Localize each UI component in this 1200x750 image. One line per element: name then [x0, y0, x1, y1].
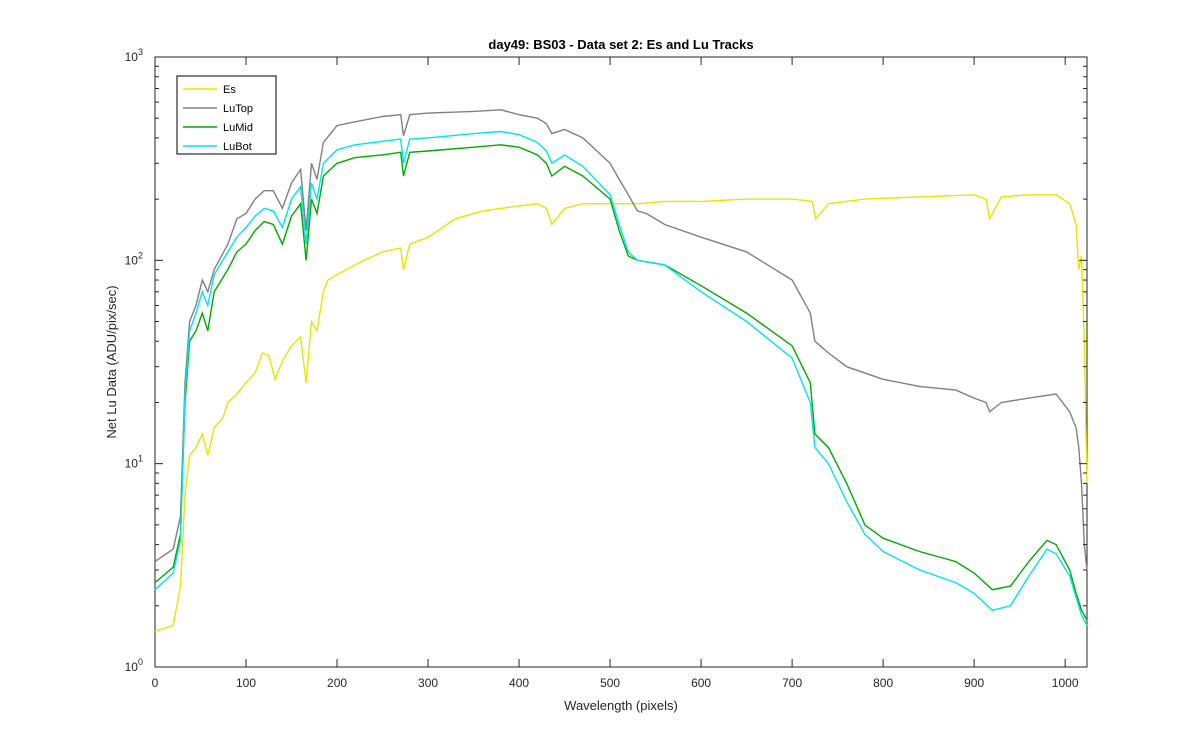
- series-line-es: [154, 194, 1088, 632]
- x-tick-label: 1000: [1052, 676, 1079, 690]
- x-tick-label: 100: [236, 676, 256, 690]
- x-tick-label: 900: [964, 676, 984, 690]
- legend-items: Es LuTop LuMid LuBot: [183, 84, 253, 153]
- x-tick-label: 200: [327, 676, 347, 690]
- series-line-lumid: [154, 144, 1088, 621]
- plot-area: [154, 56, 1088, 668]
- legend-label-lutop: LuTop: [223, 103, 253, 115]
- x-axis-label: Wavelength (pixels): [564, 698, 678, 713]
- x-tick-label: 800: [873, 676, 893, 690]
- x-tick-label: 700: [782, 676, 802, 690]
- y-tick-base: 10: [125, 660, 139, 674]
- series-layer: [154, 109, 1088, 632]
- y-tick-base: 10: [125, 253, 139, 267]
- series-line-lubot: [154, 130, 1088, 626]
- legend-label-lubot: LuBot: [223, 141, 252, 153]
- y-axis-label: Net Lu Data (ADU/pix/sec): [104, 285, 119, 438]
- y-tick-exponent: 0: [138, 657, 143, 667]
- y-tick-exponent: 3: [138, 47, 143, 57]
- y-tick-exponent: 2: [138, 250, 143, 260]
- x-tick-label: 600: [691, 676, 711, 690]
- ticks-layer: [154, 56, 1087, 668]
- legend-label-es: Es: [223, 84, 236, 96]
- y-tick-base: 10: [125, 50, 139, 64]
- x-tick-label: 0: [152, 676, 159, 690]
- y-tick-base: 10: [125, 457, 139, 471]
- legend-label-lumid: LuMid: [223, 122, 253, 134]
- tick-labels-layer: 0 100 200 300 400 500 600 700 800 900 100010010110…: [125, 47, 1079, 690]
- y-tick-label: 102: [125, 250, 143, 267]
- y-tick-exponent: 1: [138, 454, 143, 464]
- y-tick-label: 101: [125, 454, 143, 471]
- y-tick-label: 103: [125, 47, 143, 64]
- series-line-lutop: [154, 109, 1088, 571]
- chart-title: day49: BS03 - Data set 2: Es and Lu Trac…: [488, 37, 753, 52]
- y-tick-label: 100: [125, 657, 143, 674]
- legend: Es LuTop LuMid LuBot: [176, 75, 277, 155]
- x-tick-label: 300: [418, 676, 438, 690]
- x-tick-label: 400: [509, 676, 529, 690]
- x-tick-label: 500: [600, 676, 620, 690]
